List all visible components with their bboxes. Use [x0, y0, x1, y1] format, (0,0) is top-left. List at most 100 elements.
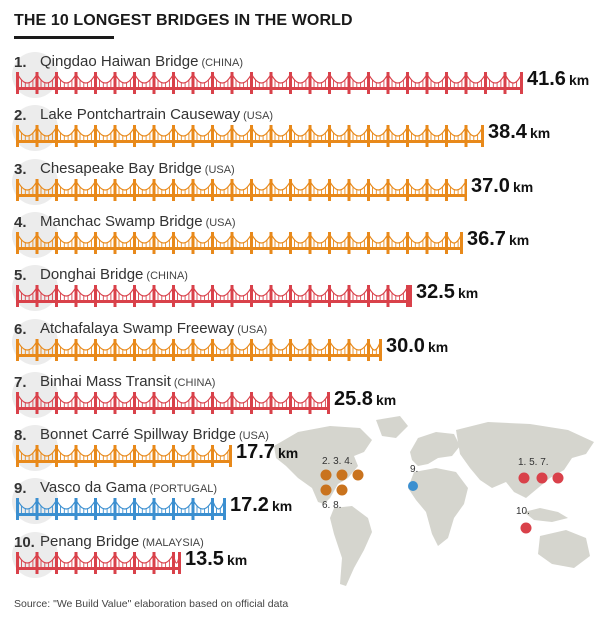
value-unit: km — [568, 72, 590, 88]
map-dot-china-3 — [552, 472, 564, 484]
value-unit: km — [457, 285, 479, 302]
bar-row: 1. Qingdao Haiwan Bridge (CHINA) 41.6 km — [0, 48, 600, 101]
value-number: 32.5 — [416, 281, 455, 304]
value-number: 13.5 — [185, 547, 224, 570]
bridge-name-text: Manchac Swamp Bridge — [40, 212, 203, 230]
bar — [16, 72, 523, 94]
indonesia — [524, 508, 568, 522]
bridge-name-text: Lake Pontchartrain Causeway — [40, 106, 241, 124]
south-america — [330, 506, 372, 586]
rank-number: 10. — [14, 533, 35, 551]
bridge-name-text: Atchafalaya Swamp Freeway — [40, 319, 235, 337]
map-dot-malaysia — [520, 522, 532, 534]
bridge-country: (MALAYSIA) — [142, 536, 204, 549]
value-label: 25.8 km — [334, 388, 396, 411]
value-label: 38.4 km — [488, 121, 550, 144]
rank-circle — [12, 318, 58, 365]
bridge-country: (USA) — [237, 323, 268, 336]
china-markers — [518, 472, 564, 484]
bridge-name: Atchafalaya Swamp Freeway (USA) — [40, 320, 267, 337]
value-number: 41.6 — [527, 68, 566, 90]
value-unit: km — [375, 391, 397, 408]
value-number: 25.8 — [334, 387, 373, 410]
bridge-name-text: Bonnet Carré Spillway Bridge — [40, 426, 236, 444]
bridge-country: (USA) — [205, 216, 236, 229]
map-dot-portugal — [408, 481, 418, 491]
bridge-name: Chesapeake Bay Bridge (USA) — [40, 160, 235, 177]
rank-number: 3. — [14, 160, 27, 178]
bar-row: 8. Bonnet Carré Spillway Bridge (USA) 17.7 k… — [0, 421, 600, 474]
value-unit: km — [271, 498, 293, 515]
bridge-name: Manchac Swamp Bridge (USA) — [40, 213, 236, 230]
rank-circle — [12, 478, 58, 525]
value-unit: km — [427, 338, 449, 355]
rank-number: 8. — [14, 427, 27, 445]
rank-circle — [12, 425, 58, 472]
map-label-malaysia: 10. — [516, 506, 530, 517]
bar-row: 7. Binhai Mass Transit (CHINA) 25.8 km — [0, 368, 600, 421]
value-number: 17.7 — [236, 441, 275, 464]
rank-number: 4. — [14, 213, 27, 231]
value-number: 30.0 — [386, 334, 425, 357]
bar-row: 3. Chesapeake Bay Bridge (USA) 37.0 km — [0, 155, 600, 208]
value-unit: km — [512, 178, 534, 195]
map-dot-china-1 — [518, 472, 530, 484]
value-label: 17.2 km — [230, 494, 292, 517]
rank-circle — [12, 105, 58, 152]
world-map: 2. 3. 4. 6. 8. 9. 1. 5. 7. 10. — [274, 416, 594, 586]
map-dot-usa-4 — [320, 484, 332, 496]
value-number: 37.0 — [471, 174, 510, 197]
rank-circle — [12, 265, 58, 312]
value-label: 37.0 km — [471, 175, 533, 198]
rank-number: 1. — [14, 54, 27, 71]
bar-row: 5. Donghai Bridge (CHINA) 32.5 km — [0, 261, 600, 314]
map-dot-usa-5 — [336, 484, 348, 496]
africa — [408, 468, 468, 546]
rank-number: 6. — [14, 320, 27, 338]
asia — [456, 422, 594, 498]
bar — [16, 551, 181, 574]
value-label: 41.6 km — [527, 68, 589, 91]
value-number: 17.2 — [230, 494, 269, 517]
bar — [16, 125, 484, 148]
bar — [16, 178, 467, 201]
bar — [16, 445, 232, 468]
value-number: 38.4 — [488, 121, 527, 144]
bar-row: 9. Vasco da Gama (PORTUGAL) 17.2 km — [0, 474, 600, 527]
rank-circle — [12, 531, 58, 578]
bridge-name: Lake Pontchartrain Causeway (USA) — [40, 106, 273, 123]
bridge-name: Qingdao Haiwan Bridge (CHINA) — [40, 53, 243, 70]
bridge-name-text: Donghai Bridge — [40, 266, 144, 284]
bridge-name: Vasco da Gama (PORTUGAL) — [40, 479, 217, 496]
map-dot-usa-2 — [336, 469, 348, 481]
bridge-name: Penang Bridge (MALAYSIA) — [40, 533, 204, 550]
bridge-name-text: Chesapeake Bay Bridge — [40, 159, 202, 177]
value-number: 36.7 — [467, 227, 506, 250]
bar-row: 4. Manchac Swamp Bridge (USA) 36.7 km — [0, 208, 600, 261]
bridge-country: (USA) — [243, 110, 274, 123]
rank-number: 7. — [14, 373, 27, 391]
bridge-name-text: Vasco da Gama — [40, 479, 147, 497]
map-label-portugal: 9. — [410, 464, 418, 475]
value-unit: km — [529, 125, 551, 142]
bar — [16, 391, 330, 414]
value-unit: km — [226, 551, 248, 568]
value-label: 36.7 km — [467, 228, 529, 251]
bridge-name: Bonnet Carré Spillway Bridge (USA) — [40, 426, 269, 443]
bar — [16, 231, 463, 254]
rank-circle — [12, 371, 58, 418]
bar-row: 6. Atchafalaya Swamp Freeway (USA) 30.0 km — [0, 315, 600, 368]
bar — [16, 285, 412, 308]
bar-row: 2. Lake Pontchartrain Causeway (USA) 38.4 km — [0, 101, 600, 154]
bridge-country: (PORTUGAL) — [149, 483, 218, 496]
bar-row: 10. Penang Bridge (MALAYSIA) 13.5 km — [0, 528, 600, 581]
rank-number: 2. — [14, 107, 27, 125]
bridge-name-text: Qingdao Haiwan Bridge — [40, 53, 199, 70]
bar — [16, 338, 382, 361]
map-label-china: 1. 5. 7. — [518, 457, 549, 468]
value-label: 13.5 km — [185, 548, 247, 571]
source-note: Source: "We Build Value" elaboration bas… — [14, 598, 289, 610]
bridge-country: (USA) — [204, 163, 235, 176]
map-label-usa-top: 2. 3. 4. — [322, 456, 353, 467]
